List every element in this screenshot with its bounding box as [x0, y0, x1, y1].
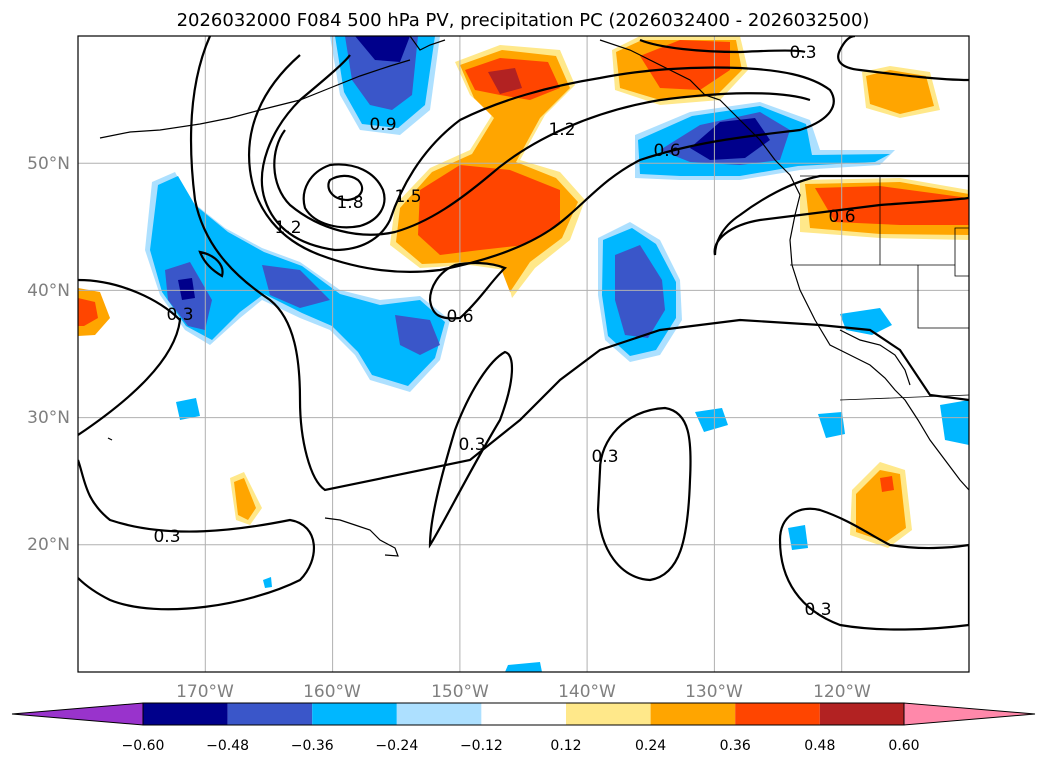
colorbar-segment: [819, 703, 904, 725]
colorbar-tick-label: 0.24: [635, 738, 666, 754]
pv-contour-labels: 0.9 1.2 1.8 1.5 1.2 0.6 0.6 0.3 0.3 0.3 …: [153, 43, 855, 620]
map-frame: [77, 35, 970, 673]
colorbar-min-arrow: [11, 702, 144, 726]
longitude-labels: 170°W 160°W 150°W 140°W 130°W 120°W: [176, 682, 871, 702]
lon-label-150w: 150°W: [431, 682, 489, 702]
colorbar-tick-label: −0.48: [206, 738, 249, 754]
pv-contour-label: 1.8: [336, 193, 363, 213]
colorbar: −0.60 −0.48 −0.36 −0.24 −0.12 0.12 0.24 …: [11, 702, 1036, 754]
pv-contour-label: 1.2: [274, 218, 301, 238]
colorbar-segment: [312, 703, 397, 725]
pv-contour-label: 0.6: [446, 307, 473, 327]
figure-title: 2026032000 F084 500 hPa PV, precipitatio…: [177, 10, 870, 31]
colorbar-tick-label: 0.60: [888, 738, 919, 754]
colorbar-tick-label: −0.36: [291, 738, 334, 754]
colorbar-segment: [396, 703, 482, 725]
colorbar-segment: [227, 703, 313, 725]
colorbar-outline: [142, 702, 905, 726]
colorbar-tick-label: 0.48: [804, 738, 835, 754]
lat-label-40n: 40°N: [27, 281, 70, 301]
lat-label-30n: 30°N: [27, 408, 70, 428]
colorbar-tick-label: −0.60: [122, 738, 165, 754]
coastlines: [99, 36, 969, 557]
lon-label-120w: 120°W: [813, 682, 871, 702]
colorbar-tick-label: 0.36: [720, 738, 751, 754]
precip-fill-layer: [78, 36, 969, 672]
colorbar-max-arrow: [903, 702, 1036, 726]
lon-label-170w: 170°W: [176, 682, 234, 702]
pv-contour-label: 0.3: [166, 305, 193, 325]
pv-contour-label: 0.3: [458, 435, 485, 455]
pv-contour-label: 0.6: [828, 207, 855, 227]
pv-contour-label: 1.5: [394, 187, 421, 207]
pv-contour-label: 0.3: [591, 447, 618, 467]
colorbar-tick-label: −0.24: [375, 738, 418, 754]
colorbar-tick-label: 0.12: [550, 738, 581, 754]
pv-contour-label: 1.2: [548, 120, 575, 140]
colorbar-segment: [735, 703, 820, 725]
lon-label-130w: 130°W: [685, 682, 743, 702]
gridlines: [78, 36, 969, 672]
lat-label-20n: 20°N: [27, 535, 70, 555]
colorbar-segment: [566, 703, 651, 725]
colorbar-tick-label: −0.12: [460, 738, 503, 754]
lat-label-50n: 50°N: [27, 154, 70, 174]
pv-contour-label: 0.3: [789, 43, 816, 63]
colorbar-segment: [650, 703, 736, 725]
pv-contour-label: 0.3: [804, 600, 831, 620]
colorbar-segment: [143, 703, 228, 725]
map-content: [78, 36, 969, 672]
pv-contour-label: 0.9: [369, 115, 396, 135]
pv-contours: [78, 36, 969, 631]
pv-contour-label: 0.3: [153, 527, 180, 547]
latitude-labels: 50°N 40°N 30°N 20°N: [27, 154, 70, 555]
lon-label-160w: 160°W: [303, 682, 361, 702]
colorbar-ticks: −0.60 −0.48 −0.36 −0.24 −0.12 0.12 0.24 …: [122, 738, 920, 754]
lon-label-140w: 140°W: [558, 682, 616, 702]
colorbar-segment: [481, 703, 566, 725]
pv-contour-label: 0.6: [653, 141, 680, 161]
